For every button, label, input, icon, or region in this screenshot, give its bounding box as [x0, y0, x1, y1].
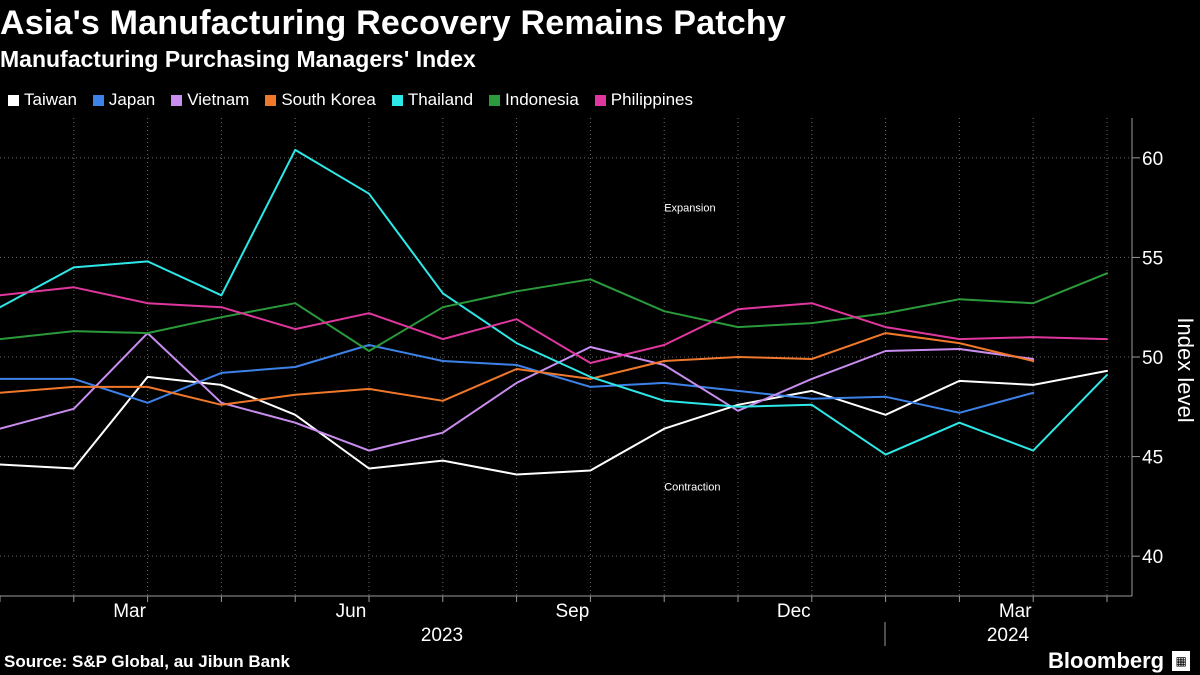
y-tick-label: 40	[1142, 547, 1163, 568]
legend-swatch	[8, 94, 19, 106]
chart-icon: ▦	[1172, 651, 1191, 671]
x-tick-label: Dec	[777, 601, 811, 622]
x-year-label: 2023	[421, 625, 463, 646]
legend-item: Japan	[92, 90, 156, 110]
y-tick-label: 55	[1142, 248, 1163, 269]
annotation: Contraction	[664, 481, 720, 493]
legend-label: South Korea	[281, 90, 376, 109]
y-tick-label: 50	[1142, 348, 1163, 369]
legend-item: Vietnam	[171, 90, 249, 110]
legend-label: Vietnam	[187, 90, 250, 109]
x-year-label: 2024	[987, 625, 1030, 646]
legend-label: Philippines	[610, 90, 694, 109]
legend-swatch	[489, 94, 501, 106]
y-axis-label: Index level	[1173, 317, 1198, 422]
annotation: Expansion	[664, 203, 715, 215]
legend-item: South Korea	[265, 90, 376, 110]
legend-swatch	[391, 94, 403, 106]
series-line-thailand	[0, 148, 1108, 456]
legend-label: Indonesia	[505, 90, 579, 109]
source-note: Source: S&P Global, au Jibun Bank	[4, 652, 290, 671]
legend-item: Thailand	[391, 90, 474, 110]
legend-label: Taiwan	[24, 90, 77, 109]
legend-item: Taiwan	[8, 90, 77, 110]
legend-item: Indonesia	[489, 90, 579, 110]
brand-name: Bloomberg	[1048, 648, 1165, 673]
chart-subtitle: Manufacturing Purchasing Managers' Index	[0, 46, 476, 72]
chart-title: Asia's Manufacturing Recovery Remains Pa…	[0, 4, 786, 42]
brand-logo: Bloomberg ▦	[1048, 648, 1191, 674]
y-tick-label: 45	[1142, 448, 1163, 469]
legend-swatch	[171, 94, 183, 106]
y-tick-label: 60	[1142, 149, 1163, 170]
series-line-philippines	[0, 286, 1108, 364]
x-tick-label: Sep	[555, 601, 589, 622]
series-line-indonesia	[0, 272, 1108, 352]
series-line-vietnam	[0, 332, 1035, 452]
x-tick-label: Jun	[336, 601, 367, 622]
legend-label: Japan	[108, 90, 156, 109]
series-line-taiwan	[0, 369, 1108, 476]
legend-swatch	[92, 94, 104, 106]
legend-swatch	[265, 94, 277, 106]
x-tick-label: Mar	[999, 601, 1032, 622]
series-line-south-korea	[0, 332, 1035, 406]
legend-item: Philippines	[594, 90, 694, 110]
legend-swatch	[594, 94, 606, 106]
legend-label: Thailand	[407, 90, 474, 109]
legend: Taiwan Japan Vietnam South Korea Thailand Ind…	[8, 90, 693, 110]
x-tick-label: Mar	[113, 601, 146, 622]
